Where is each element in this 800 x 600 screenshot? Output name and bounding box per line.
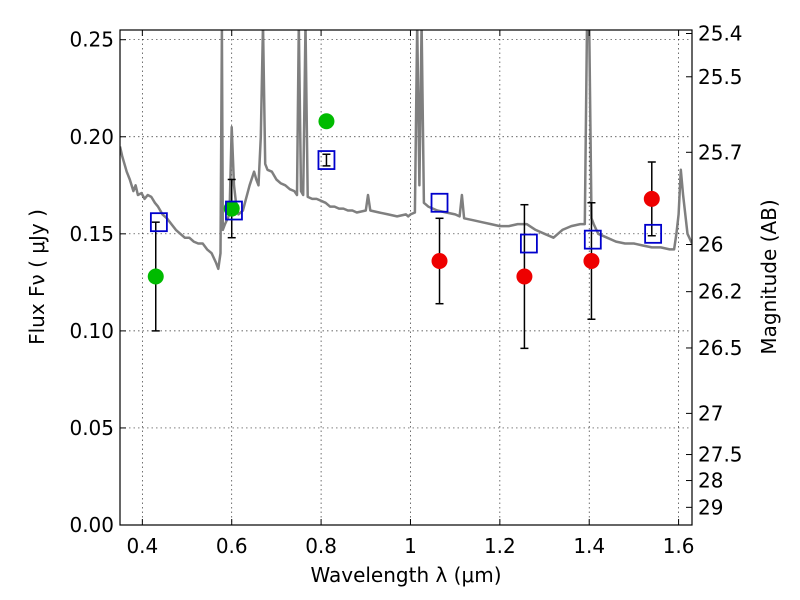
model-point: [583, 229, 602, 250]
plot-area: [120, 30, 692, 271]
x-axis-label: Wavelength λ (μm): [310, 563, 501, 587]
y2-tick-label: 25.7: [698, 140, 743, 164]
y-tick-label: 0.05: [69, 416, 114, 440]
grid: [120, 30, 692, 526]
y-axis-label: Flux Fν ( μJy ): [25, 209, 49, 345]
model-point: [519, 233, 538, 254]
y-tick-label: 0.15: [69, 222, 114, 246]
y2-tick-label: 27.5: [698, 443, 743, 467]
y2-tick-label: 26.2: [698, 280, 743, 304]
data-point: [147, 268, 164, 285]
data-point: [223, 200, 240, 217]
x-tick-label: 0.8: [305, 534, 337, 558]
x-tick-label: 0.6: [216, 534, 248, 558]
y2-axis-label: Magnitude (AB): [757, 199, 781, 354]
x-tick-label: 0.4: [126, 534, 158, 558]
x-tick-label: 1: [404, 534, 417, 558]
model-point: [644, 223, 663, 244]
y2-tick-label: 28: [698, 469, 723, 493]
y2-tick-label: 26.5: [698, 336, 743, 360]
y2-tick-label: 25.4: [698, 21, 743, 45]
plot-frame: [119, 29, 693, 526]
y2-tick-label: 29: [698, 495, 723, 519]
model-point: [317, 150, 336, 170]
x-tick-label: 1.4: [573, 534, 605, 558]
y2-tick-label: 25.5: [698, 65, 743, 89]
y2-tick-label: 26: [698, 233, 723, 257]
axis-ticks: 0.4 0.6 0.8 1 1.2 1.4 1.6 0.00 0.05 0.10 0.15 0.20 0…: [69, 21, 742, 558]
model-spectrum-line: [120, 30, 692, 271]
y-tick-label: 0.25: [69, 28, 114, 52]
x-tick-label: 1.6: [663, 534, 695, 558]
y-tick-label: 0.10: [69, 319, 114, 343]
data-point: [643, 190, 660, 207]
data-point: [583, 253, 600, 269]
data-point: [516, 268, 533, 285]
data-point: [318, 113, 335, 130]
y-tick-label: 0.20: [69, 125, 114, 149]
y-tick-label: 0.00: [69, 513, 114, 537]
error-bars: [147, 113, 663, 350]
y2-tick-label: 27: [698, 401, 723, 425]
data-point: [431, 253, 448, 269]
model-point: [430, 192, 449, 213]
x-tick-label: 1.2: [484, 534, 516, 558]
model-point: [225, 200, 243, 221]
model-point: [149, 212, 168, 233]
